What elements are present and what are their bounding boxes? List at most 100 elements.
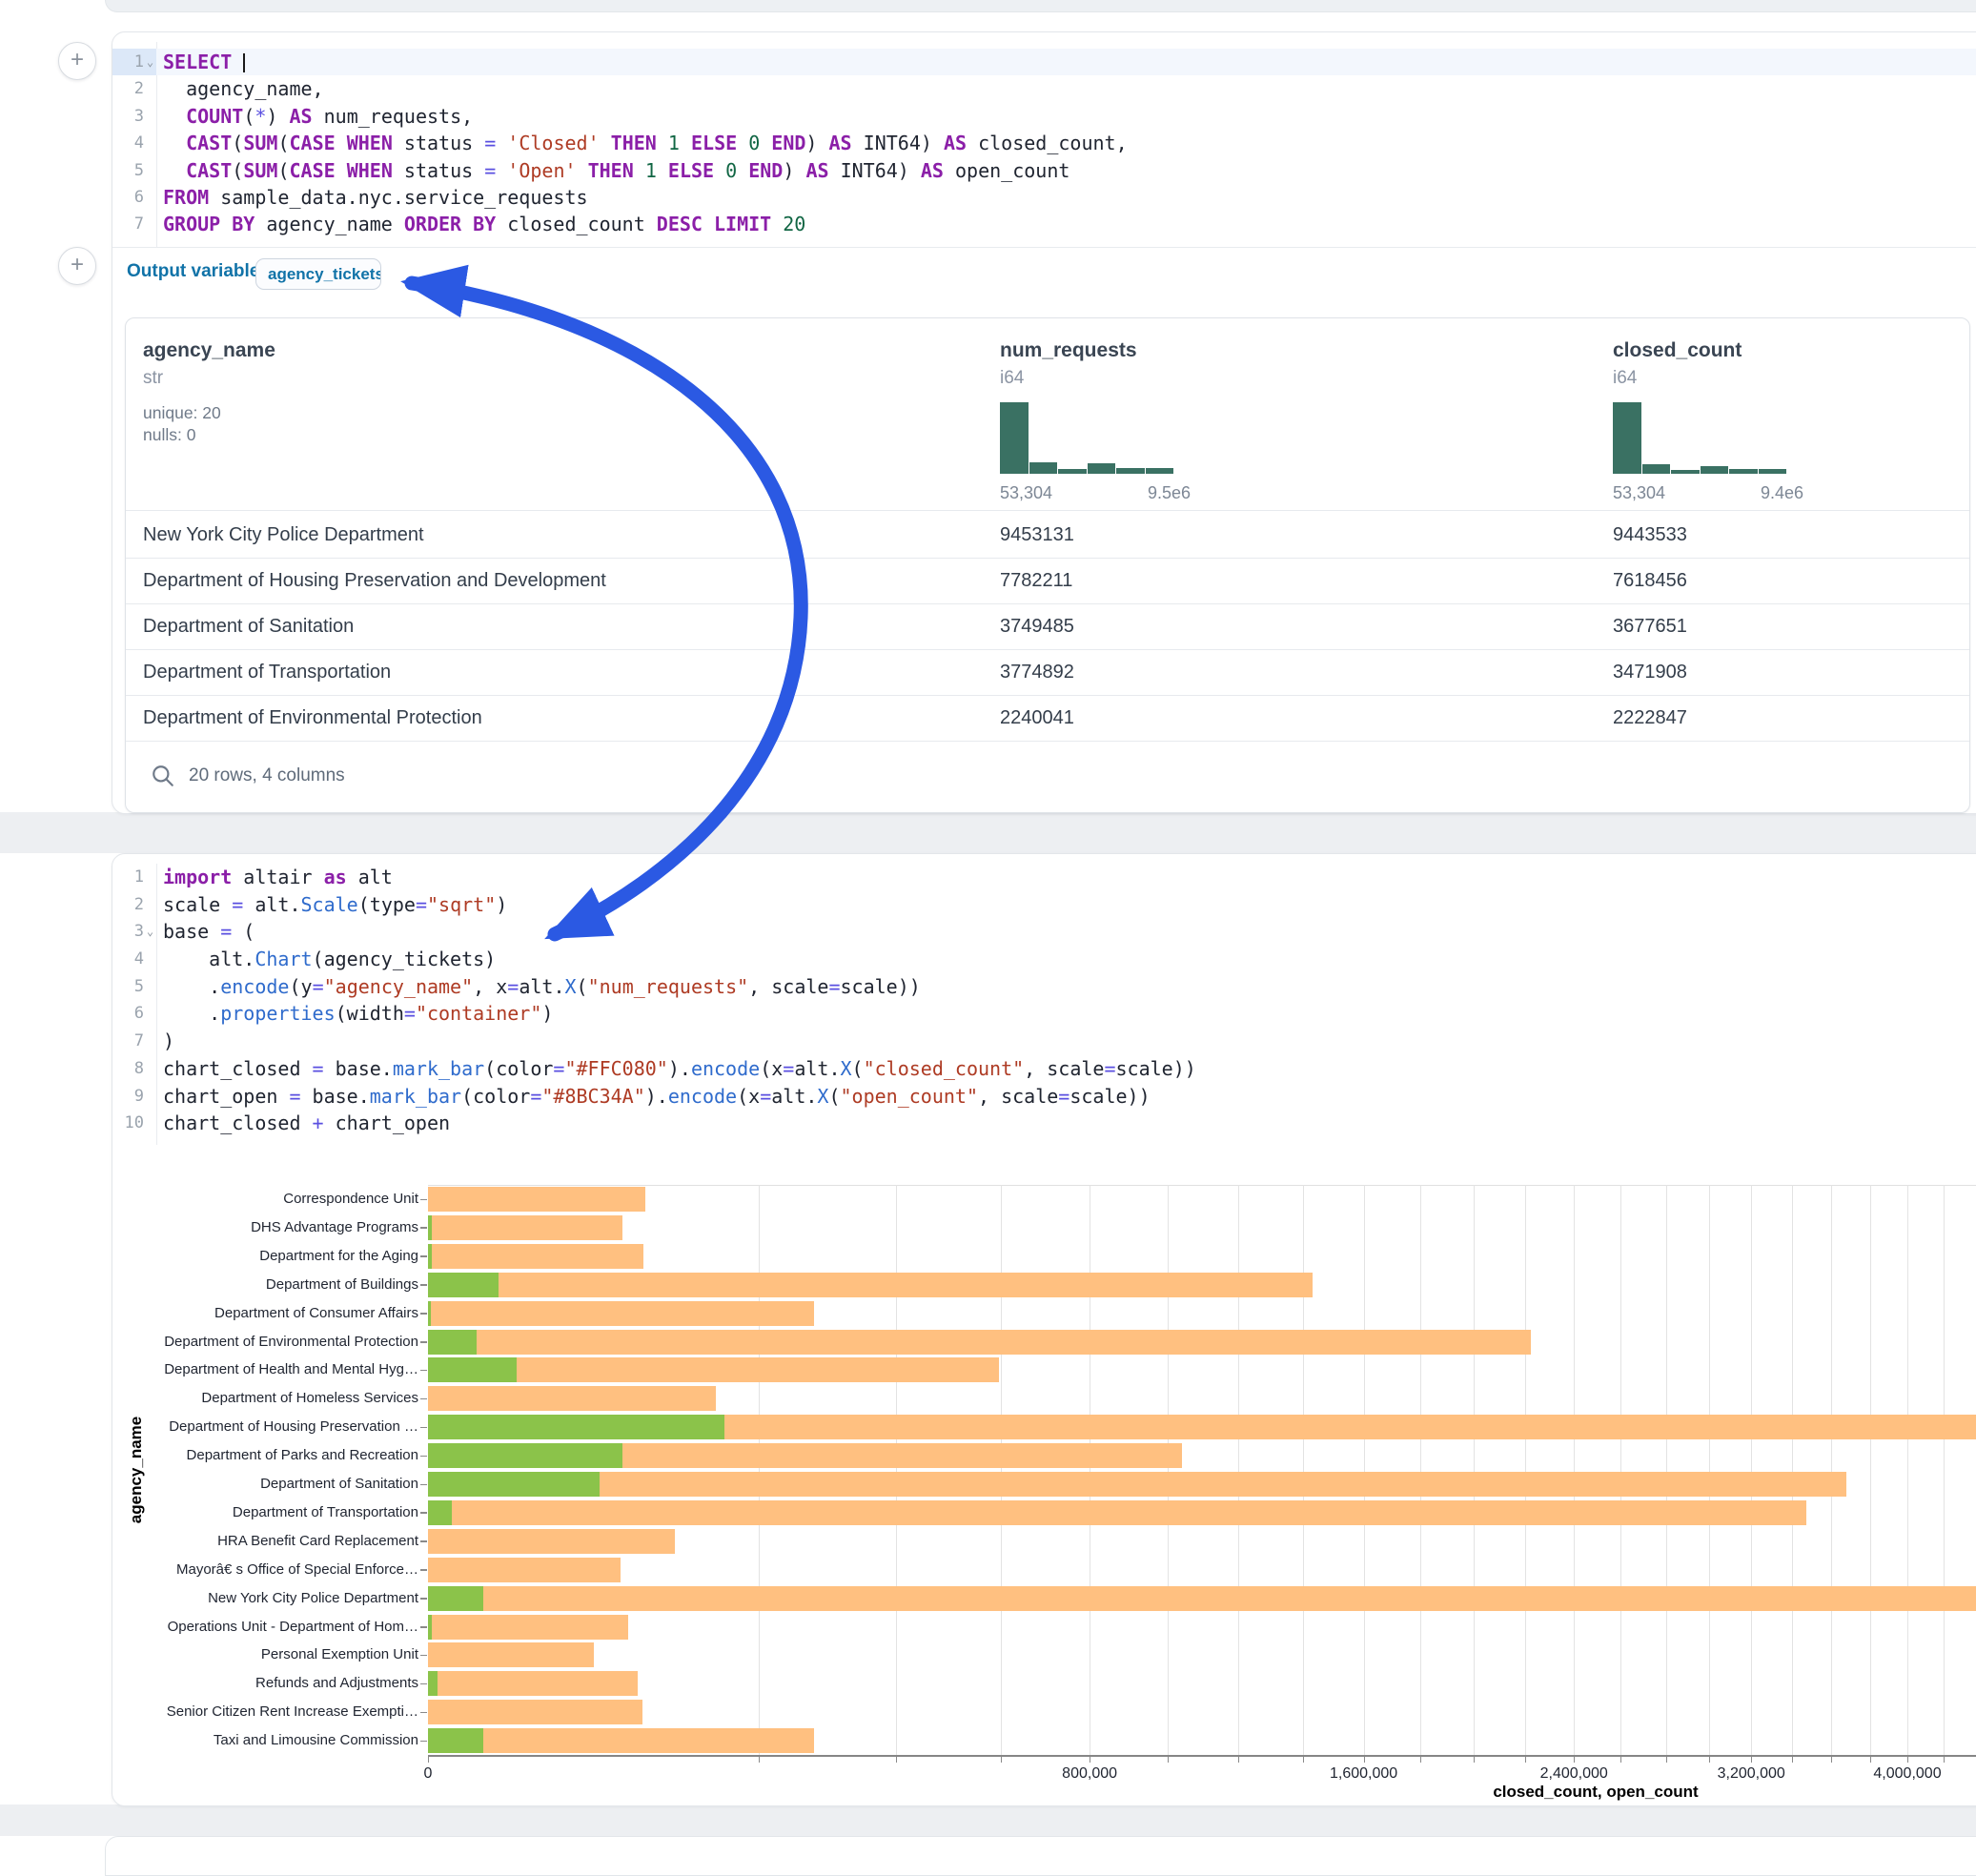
sql-cell-card: 1 ⌄ SELECT 2 agency_name, 3 COUNT(*) AS num… <box>112 31 1976 814</box>
code-line: 8 chart_closed = base.mark_bar(color="#FF… <box>112 1055 1976 1083</box>
hist-min-label: 53,304 <box>1000 483 1053 502</box>
hist-bar <box>1058 468 1087 474</box>
column-stat-nulls: nulls: 0 <box>143 425 196 444</box>
column-header-agency-name[interactable]: agency_name str unique: 20 nulls: 0 <box>143 339 275 444</box>
python-gutter <box>112 864 157 1145</box>
hist-bar <box>1671 470 1700 474</box>
code-line: 10 chart_closed + chart_open <box>112 1110 1976 1137</box>
code-line: 6 .properties(width="container") <box>112 1000 1976 1028</box>
cell-num-requests: 3749485 <box>1000 616 1074 637</box>
hist-bar <box>1116 468 1145 474</box>
code-line: 7) <box>112 1028 1976 1055</box>
code-line: 5 .encode(y="agency_name", x=alt.X("num_… <box>112 973 1976 1001</box>
line-number: 2 <box>133 894 144 914</box>
hist-bar <box>1087 462 1115 474</box>
search-icon[interactable] <box>151 764 175 788</box>
hist-bar <box>1700 465 1728 474</box>
hist-min-label: 53,304 <box>1613 483 1666 502</box>
text-cursor <box>243 53 246 72</box>
code-line: 9 chart_open = base.mark_bar(color="#8BC3… <box>112 1083 1976 1111</box>
line-number: 5 <box>133 976 144 996</box>
line-number: 4 <box>133 949 144 969</box>
hist-bar <box>1641 463 1670 474</box>
add-cell-button-output[interactable]: + <box>58 247 96 285</box>
code-line: 2 scale = alt.Scale(type="sqrt") <box>112 891 1976 919</box>
column-header-closed-count[interactable]: closed_count i64 53,304 9.4e6 <box>1613 339 1803 502</box>
line-number: 7 <box>133 1031 144 1051</box>
cell-closed-count: 9443533 <box>1613 524 1687 545</box>
code-line: 4 CAST(SUM(CASE WHEN status = 'Closed' T… <box>112 130 1976 156</box>
code-line: 2 agency_name, <box>112 75 1976 102</box>
row-count-label: 20 rows, 4 columns <box>189 765 345 785</box>
code-line: 5 CAST(SUM(CASE WHEN status = 'Open' THE… <box>112 157 1976 184</box>
python-code-editor[interactable]: 1 import altair as alt 2 scale = alt.Scale(… <box>112 864 1976 1137</box>
cell-closed-count: 7618456 <box>1613 570 1687 591</box>
output-variable-label: Output variable: <box>127 261 266 281</box>
line-number: 4 <box>133 133 144 153</box>
python-cell-card: 1 import altair as alt 2 scale = alt.Scale(… <box>112 853 1976 1806</box>
sql-code-editor[interactable]: 1 ⌄ SELECT 2 agency_name, 3 COUNT(*) AS num… <box>112 49 1976 238</box>
table-row: Department of Housing Preservation and D… <box>126 558 1969 604</box>
cell-agency-name: New York City Police Department <box>143 524 424 545</box>
cell-agency-name: Department of Transportation <box>143 662 392 683</box>
line-number: 1 <box>133 52 144 71</box>
divider <box>112 247 1976 248</box>
cell-gap-band <box>0 812 1976 853</box>
line-number: 5 <box>133 160 144 180</box>
line-number: 3 <box>133 106 144 126</box>
line-number: 10 <box>124 1113 144 1133</box>
cell-agency-name: Department of Sanitation <box>143 616 355 637</box>
line-number: 6 <box>133 187 144 207</box>
cell-agency-name: Department of Environmental Protection <box>143 707 482 728</box>
cell-gap-band-bottom <box>0 1805 1976 1836</box>
line-number: 9 <box>133 1086 144 1106</box>
table-row: Department of Environmental Protection 22… <box>126 695 1969 742</box>
hist-bar <box>1613 402 1641 474</box>
dataframe-table: agency_name str unique: 20 nulls: 0 num_… <box>125 317 1970 813</box>
divider <box>126 510 1969 511</box>
table-row: New York City Police Department 9453131 94… <box>126 512 1969 559</box>
line-number: 8 <box>133 1058 144 1078</box>
previous-cell-bottom <box>105 0 1976 12</box>
cell-num-requests: 9453131 <box>1000 524 1074 545</box>
code-line: 1 import altair as alt <box>112 864 1976 891</box>
sql-gutter <box>112 42 157 247</box>
hist-bar <box>1029 462 1057 474</box>
line-number: 2 <box>133 79 144 99</box>
cell-closed-count: 3471908 <box>1613 662 1687 683</box>
add-cell-button-top[interactable]: + <box>58 42 96 80</box>
hist-bar <box>1145 468 1173 474</box>
output-variable-chip: agency_tickets <box>255 258 381 290</box>
code-line: 4 alt.Chart(agency_tickets) <box>112 946 1976 973</box>
fold-chevron-icon[interactable]: ⌄ <box>146 925 154 939</box>
line-number: 1 <box>133 867 144 887</box>
table-row: Department of Sanitation 3749485 3677651 <box>126 603 1969 650</box>
hist-max-label: 9.5e6 <box>1147 483 1191 502</box>
hist-max-label: 9.4e6 <box>1760 483 1803 502</box>
column-header-num-requests[interactable]: num_requests i64 53,304 9.5e6 <box>1000 339 1191 502</box>
line-number: 7 <box>133 214 144 234</box>
mini-histogram-num-requests <box>1000 402 1173 474</box>
next-cell-top <box>105 1836 1976 1876</box>
cell-num-requests: 2240041 <box>1000 707 1074 728</box>
hist-bar <box>1729 468 1758 474</box>
cell-closed-count: 2222847 <box>1613 707 1687 728</box>
cell-num-requests: 3774892 <box>1000 662 1074 683</box>
mini-histogram-closed-count <box>1613 402 1786 474</box>
line-number: 6 <box>133 1004 144 1024</box>
column-stat-unique: unique: 20 <box>143 403 221 422</box>
table-footer: 20 rows, 4 columns <box>126 741 1969 810</box>
hist-bar <box>1000 402 1029 474</box>
code-line: 3 COUNT(*) AS num_requests, <box>112 103 1976 130</box>
cell-closed-count: 3677651 <box>1613 616 1687 637</box>
code-line: 7 GROUP BY agency_name ORDER BY closed_co… <box>112 211 1976 237</box>
code-line: 3 ⌄ base = ( <box>112 918 1976 946</box>
table-row: Department of Transportation 3774892 34719… <box>126 649 1969 696</box>
cell-num-requests: 7782211 <box>1000 570 1073 591</box>
line-number: 3 <box>133 922 144 942</box>
cell-agency-name: Department of Housing Preservation and D… <box>143 570 606 591</box>
fold-chevron-icon[interactable]: ⌄ <box>146 55 154 69</box>
hist-bar <box>1758 468 1786 474</box>
code-line: 1 ⌄ SELECT <box>112 49 1976 76</box>
code-line: 6 FROM sample_data.nyc.service_requests <box>112 184 1976 211</box>
